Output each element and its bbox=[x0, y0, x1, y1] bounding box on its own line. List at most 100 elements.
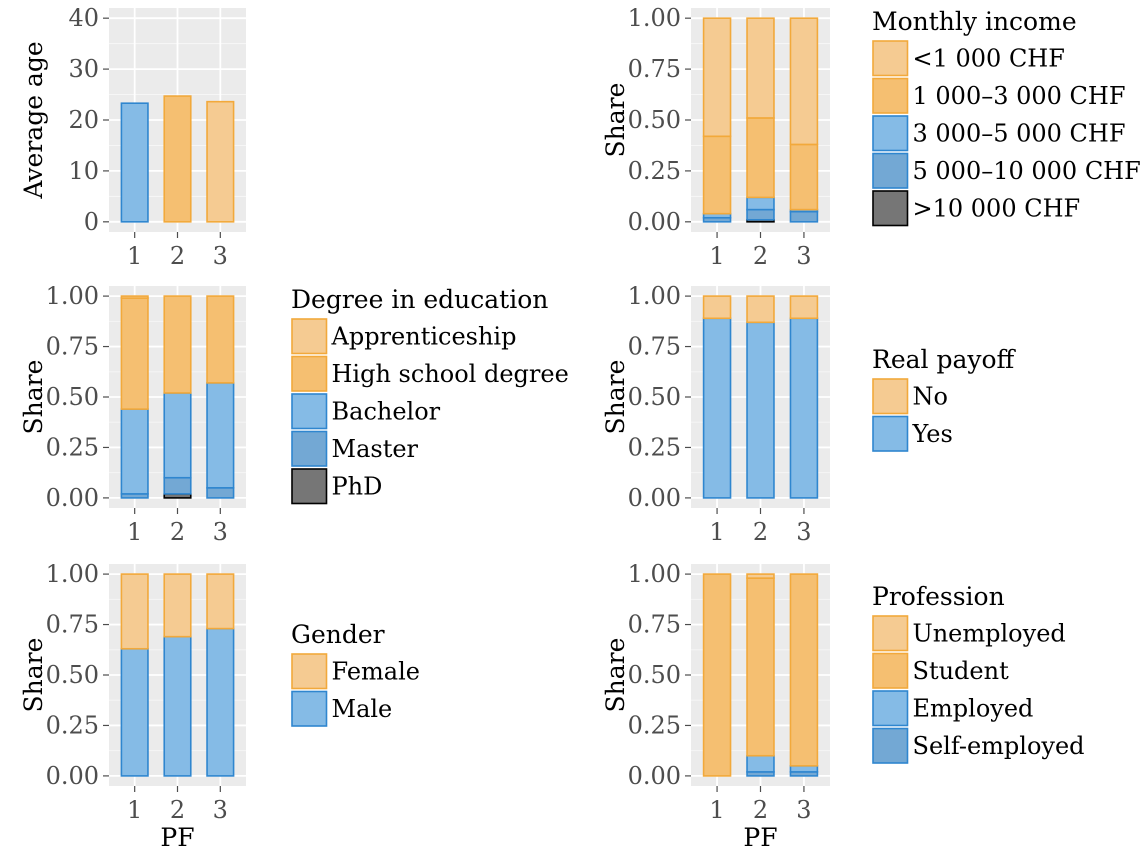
y-tick-label: 0.00 bbox=[46, 484, 99, 512]
y-tick-label: 0.00 bbox=[628, 762, 681, 790]
legend-label: 3 000–5 000 CHF bbox=[913, 119, 1126, 147]
bar-segment-profession-3-3 bbox=[789, 765, 819, 773]
y-tick-label: 1.00 bbox=[628, 4, 681, 32]
bar-segment-gender-1-1 bbox=[120, 573, 149, 650]
bar-segment-education-1-3 bbox=[120, 408, 149, 495]
legend-payoff: Real payoff No Yes bbox=[872, 345, 1017, 452]
x-tick-label: 1 bbox=[709, 796, 724, 824]
bar-segment-income-2-1 bbox=[746, 17, 775, 119]
legend-label: Yes bbox=[912, 420, 953, 448]
legend-title: Monthly income bbox=[872, 7, 1077, 36]
y-tick-label: 10 bbox=[68, 157, 99, 185]
y-tick-label: 1.00 bbox=[46, 282, 99, 310]
y-tick-label: 0.25 bbox=[628, 711, 681, 739]
y-tick-label: 0.00 bbox=[628, 484, 681, 512]
bar-age-2 bbox=[163, 95, 192, 223]
bar-segment-income-1-2 bbox=[702, 135, 732, 215]
legend-key bbox=[872, 652, 909, 689]
legend-key bbox=[291, 393, 328, 430]
legend-key bbox=[872, 727, 909, 764]
bar-segment-income-2-3 bbox=[746, 196, 775, 211]
x-tick-label: 1 bbox=[709, 518, 724, 546]
x-tick-label: 2 bbox=[753, 242, 768, 270]
bar-segment-education-3-2 bbox=[206, 295, 235, 384]
y-tick-label: 0.25 bbox=[46, 433, 99, 461]
bar-segment-payoff-1-2 bbox=[702, 317, 732, 499]
bar-segment-payoff-3-1 bbox=[789, 295, 819, 320]
x-tick-label: 3 bbox=[796, 518, 811, 546]
x-axis-title: PF bbox=[743, 823, 777, 851]
panel-profession: 0.00 0.25 0.50 0.75 1.00 1 2 3 Share PF Profession… bbox=[601, 560, 1085, 851]
panel-age: 0 10 20 30 40 1 2 3 Average age bbox=[19, 4, 246, 270]
legend-key bbox=[872, 40, 909, 77]
legend-key bbox=[872, 152, 909, 189]
legend-label: Apprenticeship bbox=[331, 322, 517, 350]
legend-label: <1 000 CHF bbox=[913, 44, 1065, 72]
x-tick-label: 3 bbox=[213, 242, 228, 270]
legend-key bbox=[872, 77, 909, 114]
legend-key bbox=[872, 415, 909, 452]
legend-label: Master bbox=[332, 435, 419, 463]
y-tick-label: 0.75 bbox=[628, 333, 681, 361]
legend-key bbox=[291, 468, 328, 505]
y-tick-label: 30 bbox=[68, 55, 99, 83]
bar-segment-income-3-1 bbox=[789, 17, 819, 146]
bar-segment-education-3-3 bbox=[206, 382, 235, 489]
panel-payoff: 0.00 0.25 0.50 0.75 1.00 1 2 3 Share Real payoff N… bbox=[601, 282, 1017, 546]
bar-age-3 bbox=[206, 100, 235, 223]
bar-segment-gender-1-2 bbox=[120, 647, 149, 777]
legend-label: Employed bbox=[913, 694, 1034, 722]
legend-key bbox=[872, 615, 909, 652]
x-tick-label: 1 bbox=[127, 242, 142, 270]
x-tick-label: 2 bbox=[170, 242, 185, 270]
y-tick-label: 0.75 bbox=[628, 611, 681, 639]
y-tick-label: 0.50 bbox=[628, 383, 681, 411]
y-tick-label: 0 bbox=[84, 208, 99, 236]
legend-label: Male bbox=[332, 695, 393, 723]
x-tick-label: 2 bbox=[753, 518, 768, 546]
bar-segment-education-1-2 bbox=[120, 297, 149, 410]
bar-segment-gender-3-2 bbox=[206, 627, 235, 777]
legend-key bbox=[291, 653, 328, 690]
bar-segment-payoff-3-2 bbox=[789, 317, 819, 499]
y-axis-title: Share bbox=[601, 360, 630, 435]
y-tick-label: 20 bbox=[68, 106, 99, 134]
bar-segment-income-2-4 bbox=[746, 208, 775, 221]
y-tick-label: 0.50 bbox=[628, 106, 681, 134]
y-axis-title: Share bbox=[601, 638, 630, 713]
bar-segment-income-3-4 bbox=[789, 210, 819, 223]
bar-segment-profession-2-2 bbox=[746, 577, 775, 757]
bar-segment-gender-3-1 bbox=[206, 573, 235, 630]
legend-income: Monthly income <1 000 CHF 1 000–3 000 CHF 3… bbox=[872, 7, 1141, 227]
y-tick-label: 0.00 bbox=[46, 762, 99, 790]
legend-label: PhD bbox=[332, 472, 383, 500]
legend-key bbox=[872, 378, 909, 415]
y-tick-label: 0.75 bbox=[46, 611, 99, 639]
legend-key bbox=[291, 318, 328, 355]
y-tick-label: 1.00 bbox=[628, 560, 681, 588]
bar-age-1 bbox=[120, 102, 149, 223]
y-tick-label: 0.50 bbox=[46, 661, 99, 689]
x-axis-title: PF bbox=[160, 823, 194, 851]
x-tick-label: 2 bbox=[753, 796, 768, 824]
bar-segment-income-3-2 bbox=[789, 143, 819, 211]
x-tick-label: 3 bbox=[213, 518, 228, 546]
x-tick-label: 1 bbox=[127, 518, 142, 546]
legend-label: Student bbox=[913, 657, 1010, 685]
y-axis-title: Share bbox=[601, 83, 630, 158]
legend-label: 1 000–3 000 CHF bbox=[913, 82, 1126, 110]
y-axis-title: Share bbox=[19, 360, 48, 435]
bar-segment-profession-3-2 bbox=[789, 573, 819, 767]
bar-segment-payoff-1-1 bbox=[702, 295, 732, 320]
y-tick-label: 0.25 bbox=[628, 157, 681, 185]
x-tick-label: 1 bbox=[127, 796, 142, 824]
legend-profession: Profession Unemployed Student Employed Self-… bbox=[872, 582, 1085, 764]
y-tick-label: 0.50 bbox=[46, 383, 99, 411]
legend-label: >10 000 CHF bbox=[913, 194, 1081, 222]
legend-title: Gender bbox=[291, 620, 385, 649]
legend-label: 5 000–10 000 CHF bbox=[913, 157, 1141, 185]
legend-key bbox=[872, 690, 909, 727]
y-tick-label: 0.75 bbox=[46, 333, 99, 361]
panel-gender: 0.00 0.25 0.50 0.75 1.00 1 2 3 Share PF Gender Fema… bbox=[19, 560, 420, 851]
